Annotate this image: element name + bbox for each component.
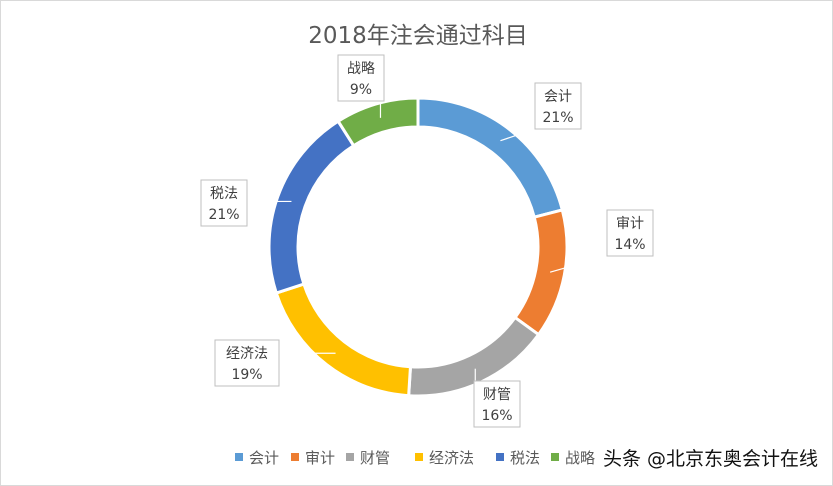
donut-slice-战略[interactable] [336, 96, 420, 148]
legend-item: 审计 [305, 449, 335, 467]
legend-item: 战略 [565, 449, 595, 467]
legend-swatch [551, 453, 559, 461]
watermark: 头条 @北京东奥会计在线 [602, 448, 818, 470]
data-label-box [200, 179, 248, 227]
legend-swatch [496, 453, 504, 461]
data-label-box [534, 82, 582, 130]
data-label-value: 16% [481, 408, 512, 424]
data-label-category: 财管 [483, 387, 511, 403]
data-label-box [337, 54, 385, 102]
data-label-category: 审计 [616, 216, 644, 232]
data-label-value: 9% [350, 82, 372, 98]
legend-swatch [415, 453, 423, 461]
data-label-value: 21% [208, 207, 239, 223]
data-label-value: 21% [542, 110, 573, 126]
donut-slice-经济法[interactable] [274, 282, 413, 398]
data-label-category: 税法 [210, 186, 238, 202]
data-label-category: 会计 [544, 89, 572, 105]
legend-item: 会计 [249, 449, 279, 467]
data-label-box [606, 209, 654, 257]
data-label-value: 19% [231, 367, 262, 383]
donut-slice-审计[interactable] [512, 208, 569, 337]
legend-item: 财管 [360, 449, 390, 467]
data-label-value: 14% [614, 237, 645, 253]
data-label-category: 战略 [347, 61, 375, 77]
leader-line [500, 128, 536, 142]
chart-title: 2018年注会通过科目 [308, 23, 528, 49]
data-label-category: 经济法 [226, 346, 268, 362]
legend-item: 经济法 [429, 449, 474, 467]
leader-line [549, 255, 608, 273]
data-label-box [214, 339, 280, 387]
legend-swatch [235, 453, 243, 461]
legend-swatch [291, 453, 299, 461]
legend-swatch [346, 453, 354, 461]
legend-item: 税法 [510, 449, 540, 467]
data-label-box [473, 380, 521, 428]
donut-slice-税法[interactable] [267, 119, 356, 295]
